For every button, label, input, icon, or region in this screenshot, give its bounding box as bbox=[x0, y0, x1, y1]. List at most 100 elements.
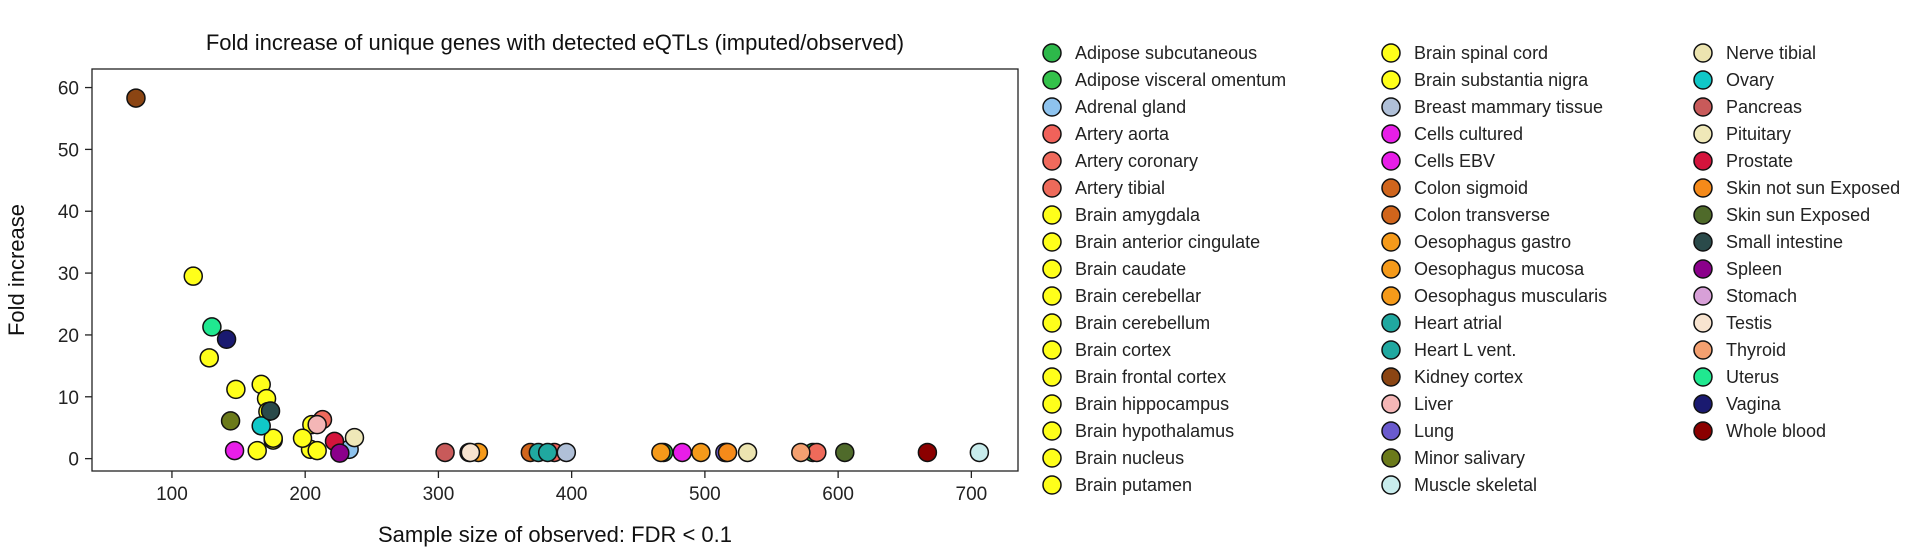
legend-marker bbox=[1693, 232, 1713, 252]
legend-marker bbox=[1693, 313, 1713, 333]
legend-marker bbox=[1042, 448, 1062, 468]
legend-marker bbox=[1381, 97, 1401, 117]
legend-marker bbox=[1381, 286, 1401, 306]
x-tick-label: 400 bbox=[556, 484, 588, 505]
legend-marker bbox=[1042, 124, 1062, 144]
data-point bbox=[260, 401, 281, 421]
legend-marker bbox=[1042, 475, 1062, 495]
y-tick-label: 50 bbox=[58, 140, 79, 161]
legend-marker bbox=[1042, 421, 1062, 441]
legend-marker bbox=[1042, 394, 1062, 414]
legend-marker bbox=[1042, 205, 1062, 225]
data-point bbox=[202, 317, 222, 337]
legend-label: Skin sun Exposed bbox=[1726, 205, 1870, 225]
legend-label: Brain substantia nigra bbox=[1414, 70, 1589, 90]
legend-label: Uterus bbox=[1726, 367, 1779, 387]
data-point bbox=[556, 442, 577, 463]
data-point bbox=[216, 329, 237, 350]
data-point bbox=[126, 88, 146, 108]
data-point bbox=[537, 442, 558, 463]
legend-marker bbox=[1042, 259, 1062, 279]
x-tick-label: 700 bbox=[956, 484, 988, 505]
legend-marker bbox=[1693, 394, 1713, 414]
legend-label: Heart L vent. bbox=[1414, 340, 1516, 360]
legend-marker bbox=[1042, 232, 1062, 252]
legend-label: Ovary bbox=[1726, 70, 1774, 90]
legend-label: Colon sigmoid bbox=[1414, 178, 1528, 198]
x-tick-label: 300 bbox=[423, 484, 455, 505]
y-axis: 0 10 20 30 40 50 60 bbox=[58, 79, 92, 471]
legend-marker bbox=[1042, 70, 1062, 90]
x-tick-label: 100 bbox=[156, 484, 188, 505]
y-tick-label: 0 bbox=[68, 450, 79, 471]
data-point bbox=[226, 379, 246, 400]
data-point bbox=[691, 442, 711, 463]
legend-marker bbox=[1042, 340, 1062, 360]
legend-label: Artery aorta bbox=[1075, 124, 1170, 144]
legend-marker bbox=[1381, 205, 1401, 225]
legend-marker bbox=[1042, 367, 1062, 387]
legend-label: Whole blood bbox=[1726, 421, 1826, 441]
legend-marker bbox=[1693, 259, 1713, 279]
legend-marker bbox=[1042, 313, 1062, 333]
legend-marker bbox=[1693, 43, 1713, 63]
legend-label: Adrenal gland bbox=[1075, 97, 1186, 117]
legend-label: Brain caudate bbox=[1075, 259, 1186, 279]
legend-label: Stomach bbox=[1726, 286, 1797, 306]
legend-label: Artery tibial bbox=[1075, 178, 1165, 198]
legend-label: Brain cerebellar bbox=[1075, 286, 1201, 306]
legend-marker bbox=[1381, 340, 1401, 360]
legend-marker bbox=[1693, 97, 1713, 117]
x-axis-title: Sample size of observed: FDR < 0.1 bbox=[378, 522, 732, 547]
legend-label: Brain cortex bbox=[1075, 340, 1171, 360]
legend-label: Spleen bbox=[1726, 259, 1782, 279]
data-point bbox=[460, 442, 481, 463]
data-point bbox=[247, 440, 267, 461]
legend-marker bbox=[1042, 97, 1062, 117]
legend-label: Brain anterior cingulate bbox=[1075, 232, 1260, 252]
x-tick-label: 500 bbox=[689, 484, 721, 505]
legend-marker bbox=[1693, 367, 1713, 387]
legend-marker bbox=[1693, 205, 1713, 225]
legend-label: Breast mammary tissue bbox=[1414, 97, 1603, 117]
legend-label: Brain nucleus bbox=[1075, 448, 1184, 468]
legend-label: Adipose subcutaneous bbox=[1075, 43, 1257, 63]
legend-marker bbox=[1693, 70, 1713, 90]
legend-label: Colon transverse bbox=[1414, 205, 1550, 225]
legend-marker bbox=[1381, 313, 1401, 333]
legend-marker bbox=[1381, 70, 1401, 90]
data-point bbox=[651, 442, 671, 463]
legend-label: Prostate bbox=[1726, 151, 1793, 171]
legend-label: Thyroid bbox=[1726, 340, 1786, 360]
legend-label: Artery coronary bbox=[1075, 151, 1198, 171]
legend-marker bbox=[1381, 475, 1401, 495]
x-tick-label: 600 bbox=[822, 484, 854, 505]
legend-label: Brain amygdala bbox=[1075, 205, 1201, 225]
data-points bbox=[126, 88, 990, 463]
data-point bbox=[969, 442, 990, 463]
legend-marker bbox=[1381, 367, 1401, 387]
data-point bbox=[224, 440, 245, 461]
legend-label: Oesophagus mucosa bbox=[1414, 259, 1585, 279]
data-point bbox=[791, 442, 811, 463]
x-tick-label: 200 bbox=[289, 484, 321, 505]
legend-label: Small intestine bbox=[1726, 232, 1843, 252]
legend-marker bbox=[1693, 421, 1713, 441]
legend-label: Adipose visceral omentum bbox=[1075, 70, 1286, 90]
data-point bbox=[835, 442, 855, 463]
plot-area bbox=[91, 68, 1019, 472]
y-tick-label: 60 bbox=[58, 79, 79, 100]
y-tick-label: 20 bbox=[58, 326, 79, 347]
data-point bbox=[220, 411, 241, 431]
legend-marker bbox=[1042, 43, 1062, 63]
legend-label: Brain cerebellum bbox=[1075, 313, 1210, 333]
x-axis: 100 200 300 400 500 600 700 bbox=[156, 471, 987, 505]
legend-marker bbox=[1381, 259, 1401, 279]
y-tick-label: 40 bbox=[58, 202, 79, 223]
legend-label: Skin not sun Exposed bbox=[1726, 178, 1900, 198]
data-point bbox=[183, 266, 204, 286]
legend-label: Oesophagus muscularis bbox=[1414, 286, 1607, 306]
legend-marker bbox=[1042, 178, 1062, 198]
data-point bbox=[307, 414, 327, 435]
legend-label: Kidney cortex bbox=[1414, 367, 1523, 387]
